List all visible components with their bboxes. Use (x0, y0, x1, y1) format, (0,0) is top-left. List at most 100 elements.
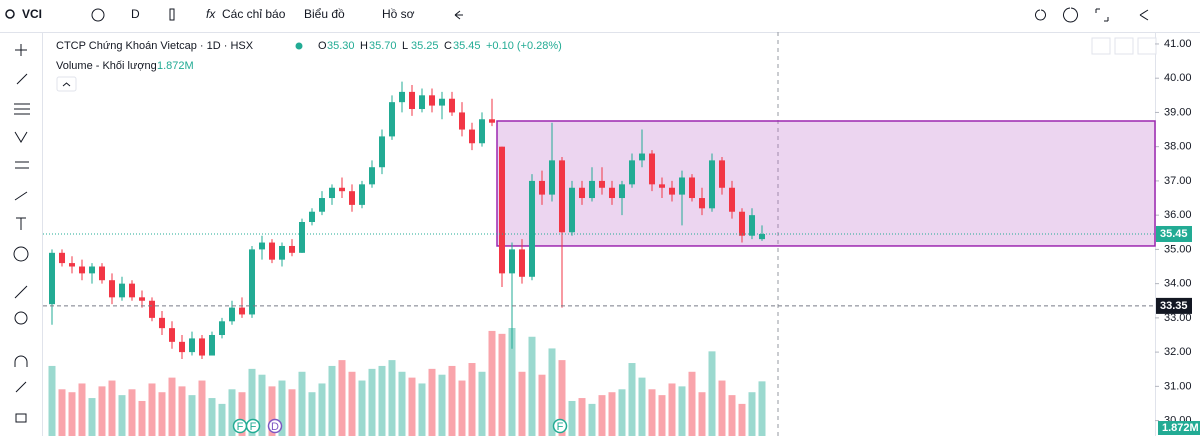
volume-bar (228, 389, 236, 436)
candle-body (259, 242, 265, 250)
event-label: D (271, 421, 279, 433)
candle-body (439, 98, 445, 106)
volume-bar (568, 400, 576, 436)
candle-body (469, 129, 475, 144)
candle-body (199, 338, 205, 356)
volume-bar (298, 371, 306, 436)
candle-body (559, 160, 565, 233)
volume-bar (88, 398, 96, 436)
volume-bar (408, 377, 416, 436)
candle-body (409, 91, 415, 110)
y-tick-label: 36.00 (1164, 209, 1192, 221)
candle-body (49, 252, 55, 305)
candle-body (629, 160, 635, 185)
candle-body (719, 160, 725, 188)
candle-body (739, 211, 745, 236)
volume-bar (128, 389, 136, 436)
search-icon[interactable] (5, 9, 15, 19)
volume-label: Volume - Khối lượng (56, 60, 157, 72)
undo-icon[interactable] (454, 10, 463, 20)
status-dot (295, 42, 303, 50)
volume-bar (438, 374, 446, 436)
candle-body (169, 328, 175, 342)
pane-button[interactable] (1114, 37, 1134, 55)
candle-body (509, 249, 515, 274)
candle-body (529, 180, 535, 277)
symbol[interactable]: VCI (22, 7, 42, 21)
volume-bar (688, 371, 696, 436)
y-tick-label: 37.00 (1164, 175, 1192, 187)
zone (496, 120, 1156, 247)
volume-bar (208, 398, 216, 436)
event-marker (552, 418, 568, 434)
collapse-button[interactable] (56, 76, 77, 92)
candle-body (579, 187, 585, 199)
candle-body (219, 321, 225, 335)
y-tick-label: 39.00 (1164, 106, 1192, 118)
candle-body (339, 187, 345, 192)
add-icon[interactable] (91, 8, 105, 22)
candle-body (99, 266, 105, 281)
candle-body (429, 95, 435, 106)
volume-bar (558, 360, 566, 436)
pane-button[interactable] (1091, 37, 1111, 55)
volume-bar (148, 383, 156, 436)
ohlc-key: C (444, 40, 452, 52)
event-label: F (250, 421, 257, 433)
pane-button[interactable] (1137, 37, 1157, 55)
volume-bar (698, 392, 706, 436)
event-label: F (237, 421, 244, 433)
volume-bar (348, 371, 356, 436)
candle-icon[interactable] (169, 8, 175, 21)
candle-body (159, 317, 165, 329)
ohlc-value: 35.30 (327, 40, 355, 52)
profile-menu[interactable]: Hồ sơ (382, 7, 415, 21)
candle-body (129, 283, 135, 298)
y-tick-label: 38.00 (1164, 141, 1192, 153)
volume-bar (628, 363, 636, 436)
indicators[interactable]: Các chỉ báo (222, 7, 286, 21)
volume-bar (238, 392, 246, 436)
fx-icon: fx (206, 7, 216, 21)
volume-bar (538, 374, 546, 436)
volume-bar (308, 392, 316, 436)
interval[interactable]: D (131, 7, 140, 21)
event-marker (267, 418, 283, 434)
y-tick-label: 35.00 (1164, 243, 1192, 255)
volume-bar (608, 392, 616, 436)
candle-body (229, 307, 235, 322)
volume-bar (78, 383, 86, 436)
candle-body (249, 249, 255, 315)
candle-body (349, 191, 355, 205)
candle-body (619, 184, 625, 199)
candle-body (289, 245, 295, 253)
volume-bar (48, 365, 56, 436)
candle-body (489, 119, 495, 123)
price-label-bg (1156, 225, 1192, 242)
candle-body (669, 187, 675, 195)
candle-body (179, 341, 185, 353)
candle-body (679, 177, 685, 195)
volume-bar (478, 371, 486, 436)
volume-bar (58, 389, 66, 436)
volume-bar (68, 392, 76, 436)
volume-bar (528, 336, 536, 436)
volume-bar (738, 403, 746, 436)
price-label: 33.35 (1160, 300, 1188, 312)
toolbar-icons[interactable] (1035, 7, 1149, 23)
volume-bar (358, 380, 366, 436)
volume-bar (498, 333, 506, 436)
candle-body (649, 153, 655, 185)
chart-menu[interactable]: Biểu đồ (304, 7, 345, 21)
candle-body (359, 184, 365, 205)
candle-body (329, 187, 335, 199)
candle-body (749, 215, 755, 236)
volume-bar (718, 380, 726, 436)
candle-body (589, 180, 595, 199)
candle-body (319, 198, 325, 212)
drawing-tools[interactable] (13, 44, 30, 423)
volume-bar (388, 360, 396, 436)
legend-title: CTCP Chứng Khoán Vietcap · 1D · HSX (56, 40, 254, 52)
volume-bar (668, 383, 676, 436)
candle-body (189, 338, 195, 353)
